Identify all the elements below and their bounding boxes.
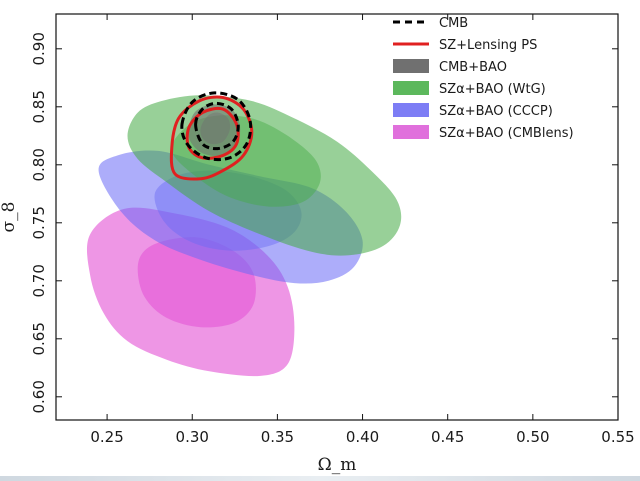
contour-layer (86, 91, 402, 377)
x-axis-label: Ω_m (318, 455, 357, 475)
legend-label-sz-bao-wtg: SZα+BAO (WtG) (439, 82, 546, 97)
y-tick-label: 0.90 (30, 32, 48, 65)
plot-frame (55, 13, 619, 421)
legend-swatch-sz-bao-wtg (393, 81, 429, 95)
axis-ticks: 0.25 0.30 0.35 0.40 0.45 0.50 0.55 0.60 0.65 0.70… (30, 14, 635, 446)
y-tick-label: 0.80 (30, 148, 48, 181)
legend-label-sz-bao-cmblens: SZα+BAO (CMBlens) (439, 126, 574, 141)
legend-label-sz-bao-cccp: SZα+BAO (CCCP) (439, 104, 553, 119)
y-tick-label: 0.70 (30, 264, 48, 297)
contour-sz-lensing-ps-outer (169, 95, 254, 181)
y-tick-label: 0.75 (30, 206, 48, 239)
y-tick-label: 0.65 (30, 322, 48, 355)
contour-cmb-bao-outer (188, 104, 241, 157)
x-tick-label: 0.45 (431, 428, 464, 446)
y-tick-label: 0.85 (30, 90, 48, 123)
legend-label-sz-lensing-ps: SZ+Lensing PS (439, 38, 537, 53)
y-axis-label: σ_8 (0, 202, 19, 233)
contour-cmb-bao-inner (200, 112, 231, 145)
x-tick-label: 0.55 (601, 428, 634, 446)
x-tick-label: 0.35 (261, 428, 294, 446)
legend-swatch-sz-bao-cmblens (393, 125, 429, 139)
x-tick-label: 0.25 (90, 428, 123, 446)
x-tick-label: 0.40 (346, 428, 379, 446)
legend-label-cmb-bao: CMB+BAO (439, 60, 507, 75)
contour-cmb-outer (180, 91, 253, 162)
x-tick-label: 0.30 (176, 428, 209, 446)
legend-swatch-cmb-bao (393, 59, 429, 73)
legend-swatch-sz-bao-cccp (393, 103, 429, 117)
legend: CMB SZ+Lensing PS CMB+BAO SZα+BAO (WtG) SZα+… (393, 16, 574, 141)
x-tick-label: 0.50 (516, 428, 549, 446)
contour-cmb-inner (194, 101, 240, 151)
y-tick-label: 0.60 (30, 380, 48, 413)
legend-label-cmb: CMB (439, 16, 468, 31)
bottom-strip (0, 476, 640, 481)
